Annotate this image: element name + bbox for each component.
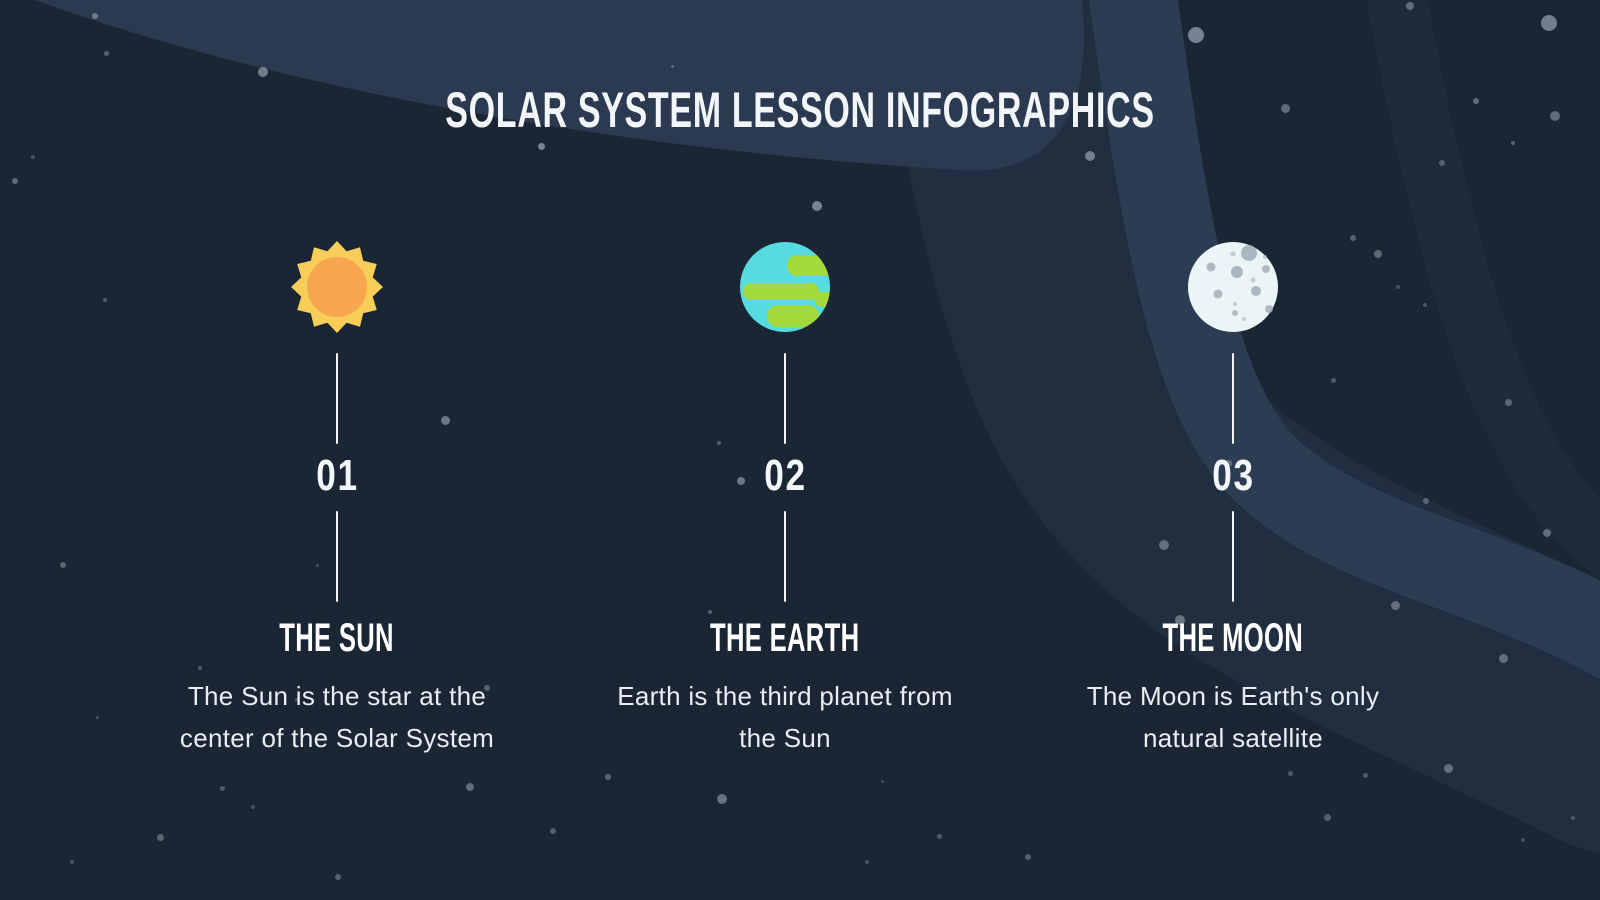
section-description: Earth is the third planet from the Sun: [617, 681, 953, 753]
star: [880, 779, 884, 783]
star: [315, 563, 319, 567]
star: [865, 860, 869, 864]
star: [95, 715, 99, 719]
star: [708, 610, 712, 614]
star: [1390, 600, 1400, 610]
star: [1396, 285, 1400, 289]
page-title: SOLAR SYSTEM LESSON INFOGRAPHICS: [445, 82, 1155, 138]
connector-line: [783, 353, 787, 444]
star: [1330, 377, 1336, 383]
star: [1362, 772, 1368, 778]
star: [1085, 151, 1095, 161]
moon-icon: [1188, 242, 1278, 332]
star: [1511, 141, 1515, 145]
star: [670, 64, 674, 68]
star: [484, 685, 490, 691]
star: [1224, 459, 1232, 467]
star: [1287, 770, 1293, 776]
section-number: 03: [1211, 451, 1255, 500]
star: [1550, 111, 1560, 121]
section-number: 01: [315, 451, 359, 500]
star: [466, 783, 474, 791]
star: [219, 785, 225, 791]
star: [936, 833, 942, 839]
star: [1374, 250, 1382, 258]
star: [1473, 98, 1479, 104]
star: [440, 415, 450, 425]
star: [156, 833, 164, 841]
connector-line: [1231, 511, 1235, 602]
star: [251, 805, 255, 809]
star: [1350, 235, 1356, 241]
star: [1159, 540, 1169, 550]
star: [737, 477, 745, 485]
sun-icon: [291, 241, 383, 333]
star: [258, 67, 268, 77]
star: [1543, 529, 1551, 537]
star: [1323, 813, 1331, 821]
connector-line: [335, 511, 339, 602]
star: [537, 142, 545, 150]
star: [1423, 498, 1429, 504]
star: [103, 50, 109, 56]
section-description: The Moon is Earth's only natural satelli…: [1086, 681, 1380, 753]
section-number: 02: [763, 451, 807, 500]
section-sun: 01 THE SUN The Sun is the star at the ce…: [113, 239, 561, 759]
star: [31, 155, 35, 159]
star: [1188, 27, 1204, 43]
star: [1423, 303, 1427, 307]
section-earth: 02 THE EARTH Earth is the third planet f…: [561, 239, 1009, 759]
star: [812, 201, 822, 211]
earth-icon: [740, 242, 830, 332]
star: [198, 666, 202, 670]
connector-line: [1231, 353, 1235, 444]
star: [1025, 854, 1031, 860]
star: [717, 794, 727, 804]
star: [1439, 160, 1445, 166]
section-title: THE SUN: [279, 616, 395, 660]
section-description: The Sun is the star at the center of the…: [179, 681, 495, 753]
sections-row: 01 THE SUN The Sun is the star at the ce…: [113, 239, 1457, 759]
star: [1175, 615, 1185, 625]
connector-line: [335, 353, 339, 444]
star: [1443, 763, 1453, 773]
star: [70, 860, 74, 864]
star: [103, 298, 107, 302]
connector-line: [783, 511, 787, 602]
star: [717, 441, 721, 445]
star: [1504, 398, 1512, 406]
star: [60, 562, 66, 568]
star: [1406, 2, 1414, 10]
star: [550, 828, 556, 834]
star: [1498, 653, 1508, 663]
star: [12, 178, 18, 184]
section-moon: 03 THE MOON The Moon is Earth's only nat…: [1009, 239, 1457, 759]
star: [1541, 15, 1557, 31]
star: [1280, 103, 1290, 113]
star: [1521, 838, 1525, 842]
star: [1211, 745, 1215, 749]
section-title: THE MOON: [1162, 616, 1304, 660]
star: [335, 874, 341, 880]
section-title: THE EARTH: [710, 616, 860, 660]
star: [92, 13, 98, 19]
star: [295, 698, 299, 702]
star: [1571, 816, 1575, 820]
star: [605, 774, 611, 780]
